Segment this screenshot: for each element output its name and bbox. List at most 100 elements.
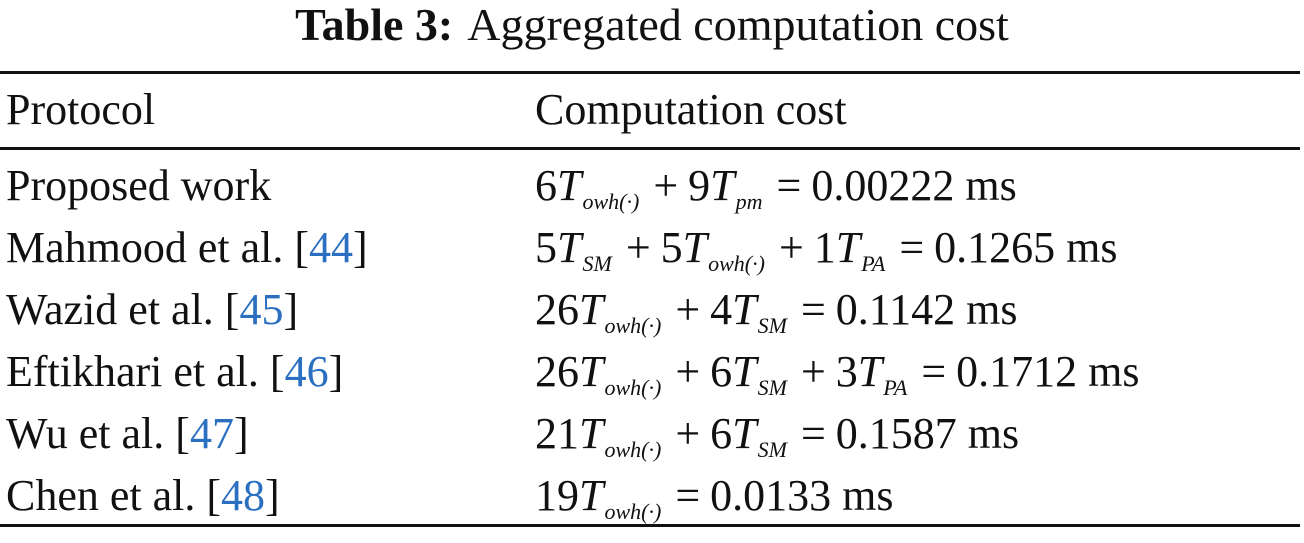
cost-term: 9Tpm [688,161,766,214]
term-subscript: SM [582,251,612,276]
cost-term: 3TPA [835,347,912,400]
protocol-cell: Wu et al. [47] [6,403,249,465]
cost-term: 6TSM [710,347,791,400]
protocol-name: Proposed work [6,161,272,210]
computation-cost-cell: 26Towh(·) +6TSM +3TPA = 0.1712 ms [535,341,1140,419]
cost-term: 6TSM [710,409,791,462]
term-coefficient: 4 [710,285,733,334]
term-coefficient: 19 [535,471,579,520]
protocol-cell: Proposed work [6,155,271,217]
term-variable: T [579,409,604,458]
table-caption: Table 3: Aggregated computation cost [0,0,1304,56]
term-coefficient: 1 [813,223,836,272]
equals-operator: = [800,285,826,334]
computation-cost-cell: 6Towh(·) +9Tpm = 0.00222 ms [535,155,1017,233]
equals-operator: = [776,161,802,210]
cost-term: 26Towh(·) [535,285,665,338]
citation-link[interactable]: 47 [189,409,234,458]
cost-result: 0.00222 ms [811,161,1017,210]
term-subscript: owh(·) [604,375,662,400]
citation-bracket-close: ] [328,347,344,396]
table-row: Mahmood et al. [44] 5TSM +5Towh(·) +1TPA = 0.… [0,217,1304,279]
term-variable: T [732,285,757,334]
table-row: Eftikhari et al. [46] 26Towh(·) +6TSM +3TPA… [0,341,1304,403]
header-protocol: Protocol [6,85,156,134]
cost-result: 0.0133 ms [710,471,894,520]
term-subscript: owh(·) [604,499,662,524]
protocol-name: Wu et al. [6,409,165,458]
term-subscript: PA [883,375,908,400]
protocol-cell: Eftikhari et al. [46] [6,341,343,403]
term-coefficient: 5 [660,223,683,272]
table-header: Protocol Computation cost [0,80,1304,140]
computation-cost-cell: 19Towh(·) = 0.0133 ms [535,465,894,543]
term-coefficient: 6 [535,161,557,210]
term-variable: T [579,285,604,334]
cost-term: 5Towh(·) [660,223,769,276]
protocol-name: Mahmood et al. [6,223,284,272]
table-row: Chen et al. [48] 19Towh(·) = 0.0133 ms [0,465,1304,527]
cost-term: 19Towh(·) [535,471,665,524]
citation-link[interactable]: 48 [221,471,266,520]
equals-operator: = [921,347,947,396]
cost-term: 26Towh(·) [535,347,665,400]
table-row: Wu et al. [47] 21Towh(·) +6TSM = 0.1587 ms [0,403,1304,465]
cost-result: 0.1587 ms [835,409,1020,458]
computation-cost-cell: 26Towh(·) +4TSM = 0.1142 ms [535,279,1018,357]
bottom-rule [0,524,1300,527]
plus-operator: + [675,285,701,334]
citation-bracket-open: [ [175,409,190,458]
citation-bracket-close: ] [353,223,368,272]
term-subscript: pm [735,189,763,214]
citation-link[interactable]: 44 [309,223,354,272]
plus-operator: + [675,409,701,458]
protocol-name: Eftikhari et al. [6,347,259,396]
cost-term: 21Towh(·) [535,409,665,462]
term-subscript: owh(·) [708,251,765,276]
protocol-cell: Mahmood et al. [44] [6,217,368,279]
term-coefficient: 26 [535,347,579,396]
citation-link[interactable]: 46 [284,347,329,396]
term-subscript: PA [861,251,886,276]
cost-result: 0.1712 ms [956,347,1140,396]
term-variable: T [710,161,735,210]
equals-operator: = [800,409,826,458]
citation-bracket-open: [ [224,285,240,334]
cost-term: 5TSM [535,223,616,276]
equals-operator: = [675,471,701,520]
cost-result: 0.1265 ms [934,223,1118,272]
plus-operator: + [625,223,651,272]
top-rule [0,71,1300,74]
computation-cost-cell: 5TSM +5Towh(·) +1TPA = 0.1265 ms [535,217,1118,295]
cost-term: 6Towh(·) [535,161,643,214]
term-variable: T [579,347,604,396]
term-variable: T [682,223,708,272]
header-rule [0,147,1300,150]
term-subscript: owh(·) [604,437,662,462]
cost-result: 0.1142 ms [835,285,1018,334]
term-subscript: SM [757,437,787,462]
protocol-name: Wazid et al. [6,285,214,334]
term-subscript: SM [757,375,787,400]
citation-bracket-open: [ [206,471,222,520]
citation-link[interactable]: 45 [239,285,284,334]
plus-operator: + [653,161,679,210]
caption-label: Table 3: [295,0,454,50]
equals-operator: = [899,223,925,272]
term-variable: T [557,223,582,272]
term-variable: T [857,347,883,396]
term-subscript: owh(·) [604,313,662,338]
protocol-cell: Wazid et al. [45] [6,279,298,341]
protocol-cell: Chen et al. [48] [6,465,280,527]
cost-term: 1TPA [813,223,890,276]
term-variable: T [732,347,757,396]
term-variable: T [835,223,861,272]
citation-bracket-close: ] [265,471,280,520]
plus-operator: + [778,223,804,272]
term-subscript: owh(·) [582,189,640,214]
citation-bracket-open: [ [294,223,310,272]
term-coefficient: 3 [835,347,858,396]
table-row: Wazid et al. [45] 26Towh(·) +4TSM = 0.1142 m… [0,279,1304,341]
protocol-name: Chen et al. [6,471,196,520]
